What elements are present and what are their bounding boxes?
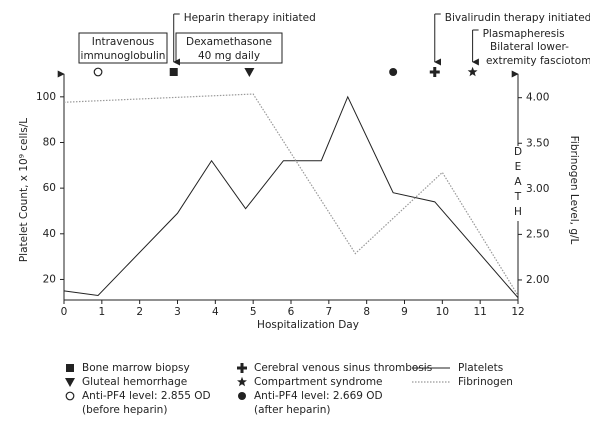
x-tick-label: 8 (363, 306, 370, 318)
marker (244, 68, 255, 77)
x-tick-label: 5 (250, 306, 257, 318)
box-text: Dexamethasone (186, 36, 272, 48)
legend-label: Anti-PF4 level: 2.855 OD (82, 390, 211, 402)
box (175, 32, 283, 64)
marker (389, 68, 398, 76)
x-tick-label: 7 (325, 306, 332, 318)
legend-symbol (237, 363, 247, 373)
x-tick-label: 0 (61, 306, 68, 318)
note: Bilateral lower- (490, 41, 569, 53)
x-tick-label: 1 (98, 306, 105, 318)
x-tick-label: 6 (288, 306, 295, 318)
legend-symbol (65, 391, 75, 401)
series-line (63, 93, 519, 296)
y-tick-label: 80 (43, 136, 56, 148)
x-tick-label: 2 (136, 306, 143, 318)
note: extremity fasciotomy (486, 55, 590, 67)
x-tick-label: 3 (174, 306, 181, 318)
y-tick-label: 40 (43, 228, 56, 240)
legend-label: Anti-PF4 level: 2.669 OD (254, 390, 383, 402)
death-label: DEATH (511, 146, 525, 221)
y2-tick-label: 2.50 (526, 228, 549, 240)
box (78, 32, 168, 64)
arrow-label: Bivalirudin therapy initiated (445, 12, 590, 24)
x-tick-label: 10 (436, 306, 449, 318)
y2-tick-label: 4.00 (526, 92, 549, 104)
legend-symbol (238, 392, 246, 400)
series-line (63, 95, 519, 299)
arrow-label: Plasmapheresis (483, 28, 565, 40)
legend-label: Cerebral venous sinus thrombosis (254, 362, 432, 374)
y-tick-label: 60 (43, 182, 56, 194)
legend-label: Fibrinogen (458, 376, 513, 388)
x-tick-label: 4 (212, 306, 219, 318)
marker (429, 67, 440, 77)
legend-symbol (65, 378, 75, 387)
legend-label: Bone marrow biopsy (82, 362, 190, 374)
marker (93, 67, 103, 77)
y2-axis-label: Fibrinogen Level, g/L (568, 136, 580, 245)
x-tick-label: 9 (401, 306, 408, 318)
legend-symbol (66, 364, 74, 372)
legend-label: Platelets (458, 362, 503, 374)
y2-tick-label: 3.50 (526, 137, 549, 149)
arrow-label: Heparin therapy initiated (184, 12, 316, 24)
y2-tick-label: 2.00 (526, 274, 549, 286)
y-tick-label: 100 (36, 91, 56, 103)
legend-symbol (237, 376, 247, 387)
y2-tick-label: 3.00 (526, 183, 549, 195)
y-axis-label: Platelet Count, x 10⁹ cells/L (18, 118, 30, 262)
x-tick-label: 12 (511, 306, 524, 318)
y-tick-label: 20 (43, 273, 56, 285)
legend-label: Gluteal hemorrhage (82, 376, 187, 388)
legend-label: (after heparin) (254, 404, 330, 416)
box-text: Intravenous (92, 36, 155, 48)
legend-label: (before heparin) (82, 404, 167, 416)
x-tick-label: 11 (473, 306, 486, 318)
x-axis-label: Hospitalization Day (257, 319, 359, 331)
legend-label: Compartment syndrome (254, 376, 383, 388)
box-text: 40 mg daily (198, 50, 260, 62)
marker (169, 68, 178, 76)
box-text: immunoglobulin (81, 50, 166, 62)
marker (467, 66, 478, 77)
